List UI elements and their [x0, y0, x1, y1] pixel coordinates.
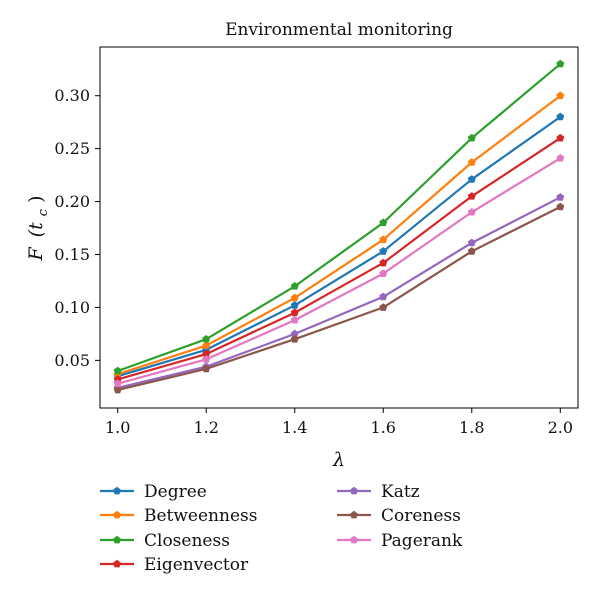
data-point-coreness — [467, 247, 476, 255]
series-degree — [113, 112, 565, 380]
series-line-eigenvector — [117, 137, 561, 381]
x-tick-label: 1.2 — [193, 418, 218, 437]
legend-swatch-marker — [113, 510, 121, 519]
legend-swatch-marker — [113, 535, 121, 544]
data-point-eigenvector — [467, 192, 476, 200]
data-point-coreness — [202, 364, 211, 373]
data-point-katz — [467, 238, 476, 247]
x-axis: 1.0 1.2 1.4 1.6 1.8 2.0 — [105, 408, 573, 437]
legend-label: Betweenness — [144, 506, 257, 526]
y-tick-label: 0.10 — [54, 298, 90, 317]
legend-entry-betweenness: Betweenness — [100, 506, 257, 526]
data-point-coreness — [379, 303, 388, 311]
legend-swatch-marker — [113, 559, 121, 568]
legend-entry-eigenvector: Eigenvector — [100, 555, 249, 575]
data-point-closeness — [113, 366, 122, 375]
y-tick-label: 0.20 — [54, 192, 90, 211]
x-tick-label: 2.0 — [548, 418, 573, 437]
data-point-closeness — [290, 282, 299, 290]
legend-label: Closeness — [144, 531, 230, 551]
legend-swatch-marker — [113, 486, 121, 495]
series-line-katz — [117, 196, 561, 389]
data-point-closeness — [379, 218, 388, 227]
data-point-closeness — [467, 133, 476, 142]
data-point-betweenness — [202, 341, 211, 349]
legend-entry-katz: Katz — [337, 482, 420, 502]
x-axis-label: λ — [332, 449, 345, 471]
y-axis-label-main: F — [25, 247, 47, 262]
data-point-pagerank — [379, 269, 388, 277]
data-point-eigenvector — [202, 349, 211, 358]
data-point-pagerank — [556, 153, 565, 162]
series-eigenvector — [113, 133, 565, 383]
series-betweenness — [113, 91, 565, 378]
series-line-coreness — [117, 205, 561, 392]
plot-frame — [99, 46, 579, 409]
data-point-coreness — [556, 202, 565, 211]
chart-title: Environmental monitoring — [225, 20, 453, 40]
data-point-degree — [556, 112, 565, 121]
legend-entry-degree: Degree — [100, 482, 207, 502]
y-axis-label-open: (t — [25, 222, 47, 237]
series-pagerank — [113, 153, 565, 388]
x-tick-label: 1.0 — [105, 418, 130, 437]
x-tick-label: 1.6 — [371, 418, 396, 437]
legend-entry-coreness: Coreness — [337, 506, 461, 526]
y-tick-label: 0.05 — [54, 351, 90, 370]
data-point-coreness — [113, 385, 122, 394]
data-point-pagerank — [290, 315, 299, 324]
data-point-katz — [290, 329, 299, 338]
series-line-betweenness — [117, 94, 561, 376]
series-coreness — [113, 202, 565, 394]
y-tick-label: 0.15 — [54, 245, 90, 264]
data-point-eigenvector — [556, 133, 565, 142]
data-point-degree — [467, 175, 476, 183]
data-point-degree — [290, 301, 299, 309]
data-point-betweenness — [290, 293, 299, 302]
y-axis-label-sub: c — [36, 208, 51, 216]
series-layer — [113, 59, 565, 394]
y-tick-label: 0.25 — [54, 139, 90, 158]
data-point-pagerank — [467, 207, 476, 216]
data-point-coreness — [290, 334, 299, 343]
x-tick-label: 1.4 — [282, 418, 307, 437]
series-line-closeness — [117, 63, 562, 372]
legend-swatch-marker — [350, 535, 358, 544]
legend-entry-pagerank: Pagerank — [337, 531, 463, 551]
series-closeness — [113, 59, 565, 375]
y-tick-label: 0.30 — [54, 86, 90, 105]
data-point-eigenvector — [290, 308, 299, 317]
legend-swatch-marker — [350, 510, 358, 519]
data-point-katz — [556, 193, 565, 201]
data-point-closeness — [202, 334, 211, 343]
data-point-closeness — [556, 59, 565, 68]
legend-swatch-marker — [350, 486, 358, 495]
data-point-eigenvector — [379, 258, 388, 267]
legend-label: Katz — [381, 482, 420, 502]
data-point-pagerank — [202, 355, 211, 363]
legend-entry-closeness: Closeness — [100, 531, 230, 551]
legend: Degree Betweenness Closeness Eigenvector Kat… — [100, 482, 463, 575]
legend-label: Coreness — [381, 506, 461, 526]
y-axis: 0.05 0.10 0.15 0.20 0.25 0.30 — [54, 86, 100, 370]
legend-label: Pagerank — [381, 531, 463, 551]
x-tick-label: 1.8 — [459, 418, 484, 437]
data-point-betweenness — [467, 158, 476, 166]
data-point-katz — [379, 292, 388, 301]
y-axis-label: F (t c ) — [25, 195, 52, 261]
series-line-pagerank — [117, 157, 561, 385]
series-line-degree — [117, 115, 561, 378]
data-point-betweenness — [379, 235, 388, 244]
data-point-pagerank — [113, 379, 122, 388]
data-point-betweenness — [556, 91, 565, 100]
legend-label: Degree — [144, 482, 207, 502]
legend-label: Eigenvector — [144, 555, 249, 575]
data-point-degree — [379, 247, 388, 255]
y-axis-label-close: ) — [25, 195, 47, 202]
